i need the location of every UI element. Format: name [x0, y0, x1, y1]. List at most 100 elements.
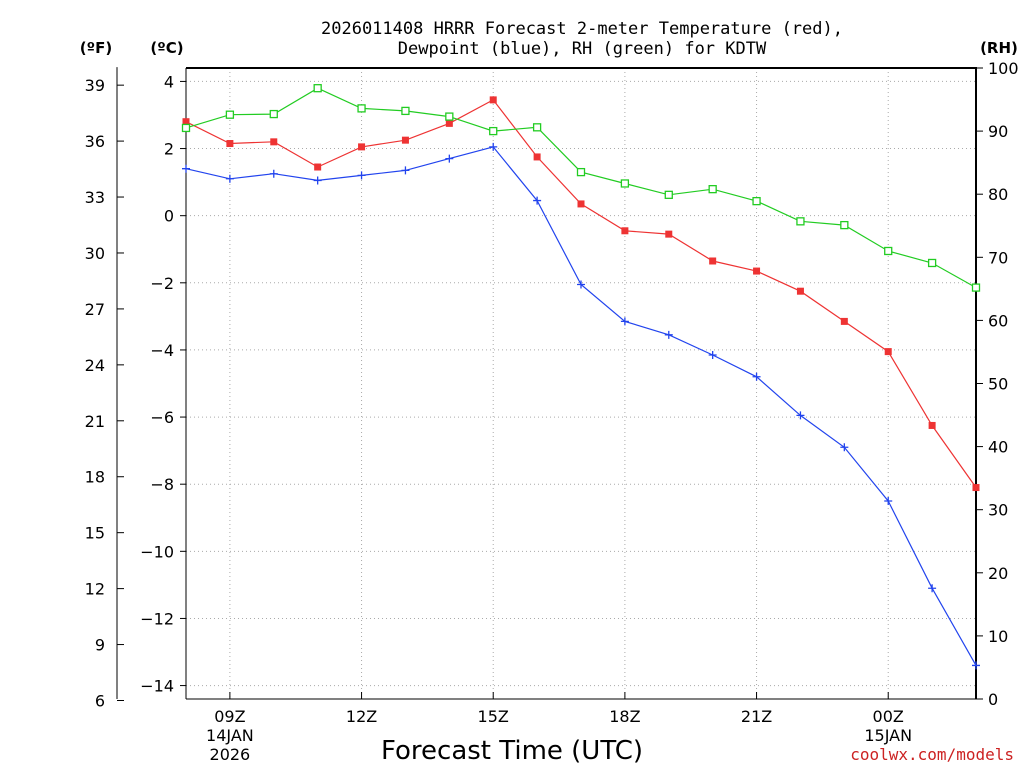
fahrenheit-tick-label: 30 — [85, 244, 105, 263]
data-point — [840, 443, 849, 452]
series-relative-humidity — [181, 84, 981, 292]
data-point — [445, 112, 454, 121]
x-tick-year: 2026 — [210, 745, 251, 764]
rh-tick-label: 40 — [988, 438, 1008, 457]
data-point — [796, 411, 805, 420]
data-point — [664, 190, 673, 199]
data-point — [401, 106, 410, 116]
credit-link[interactable]: coolwx.com/models — [850, 745, 1014, 764]
data-point — [182, 118, 190, 126]
celsius-tick-label: −2 — [150, 274, 174, 293]
series-dewpoint — [182, 142, 980, 670]
data-point — [226, 140, 234, 148]
chart-title-line2: Dewpoint (blue), RH (green) for KDTW — [398, 39, 767, 59]
rh-axis-label: (RH) — [980, 39, 1018, 57]
celsius-tick-label: 0 — [164, 207, 174, 226]
data-point — [181, 123, 191, 133]
rh-tick-label: 20 — [988, 564, 1008, 583]
x-tick-date: 14JAN — [206, 726, 254, 745]
rh-tick-label: 80 — [988, 185, 1008, 204]
data-point — [445, 154, 454, 163]
fahrenheit-tick-label: 21 — [85, 412, 105, 431]
data-point — [708, 350, 717, 359]
data-point — [928, 584, 937, 593]
data-point — [357, 171, 366, 180]
x-tick-label: 00Z — [873, 707, 904, 726]
data-point — [358, 143, 366, 151]
rh-tick-label: 60 — [988, 311, 1008, 330]
fahrenheit-tick-label: 18 — [85, 468, 105, 487]
data-point — [665, 230, 673, 238]
data-point — [884, 246, 893, 256]
data-point — [708, 185, 717, 194]
series-2-meter-temperature — [182, 96, 980, 492]
data-point — [270, 138, 278, 146]
fahrenheit-tick-label: 27 — [85, 300, 105, 319]
celsius-tick-label: 4 — [164, 72, 174, 91]
data-point — [225, 174, 234, 183]
data-point — [971, 283, 981, 292]
data-point — [752, 196, 761, 206]
fahrenheit-tick-label: 12 — [85, 580, 105, 599]
data-point — [752, 372, 761, 381]
data-point — [269, 169, 278, 178]
data-point — [532, 123, 542, 132]
fahrenheit-tick-label: 33 — [85, 188, 105, 207]
data-point — [357, 104, 366, 113]
data-point — [401, 166, 410, 175]
gridlines — [186, 68, 976, 699]
data-point — [796, 217, 805, 226]
data-point — [620, 179, 630, 188]
rh-tick-label: 30 — [988, 501, 1008, 520]
data-point — [840, 220, 849, 230]
data-point — [313, 176, 322, 185]
data-point — [620, 317, 629, 326]
data-point — [753, 267, 761, 275]
x-axis-title: Forecast Time (UTC) — [381, 736, 643, 766]
x-tick-label: 21Z — [741, 707, 772, 726]
data-point — [972, 661, 980, 670]
data-point — [576, 167, 586, 177]
data-point — [489, 96, 497, 104]
axes: 3936333027242118151296420−2−4−6−8−10−12−… — [85, 59, 1019, 764]
data-series — [181, 84, 981, 670]
data-point — [972, 484, 980, 492]
data-point — [796, 287, 804, 295]
x-tick-date: 15JAN — [864, 726, 912, 745]
data-point — [314, 163, 322, 171]
data-point — [489, 126, 498, 136]
chart-title-line1: 2026011408 HRRR Forecast 2-meter Tempera… — [321, 19, 843, 39]
x-tick-label: 15Z — [478, 707, 509, 726]
data-point — [489, 142, 498, 151]
celsius-tick-label: −10 — [140, 542, 174, 561]
rh-tick-label: 90 — [988, 122, 1008, 141]
series-line — [185, 146, 977, 666]
fahrenheit-tick-label: 39 — [85, 76, 105, 95]
celsius-tick-label: −8 — [150, 475, 174, 494]
data-point — [621, 227, 629, 235]
data-point — [533, 196, 542, 205]
rh-tick-label: 0 — [988, 690, 998, 709]
x-tick-label: 12Z — [346, 707, 377, 726]
fahrenheit-axis-label: (ºF) — [80, 39, 112, 57]
fahrenheit-tick-label: 6 — [95, 691, 105, 710]
data-point — [664, 330, 673, 339]
data-point — [884, 496, 893, 505]
celsius-tick-label: −6 — [150, 408, 174, 427]
rh-tick-label: 50 — [988, 375, 1008, 394]
celsius-tick-label: −4 — [150, 341, 174, 360]
data-point — [182, 164, 190, 173]
data-point — [533, 153, 541, 161]
celsius-tick-label: −12 — [140, 609, 174, 628]
rh-tick-label: 10 — [988, 627, 1008, 646]
celsius-tick-label: −14 — [140, 677, 174, 696]
data-point — [269, 109, 278, 119]
plot-frame — [185, 67, 977, 700]
data-point — [225, 110, 235, 119]
data-point — [928, 421, 936, 429]
data-point — [709, 257, 717, 265]
data-point — [577, 280, 585, 289]
data-point — [577, 200, 585, 208]
rh-tick-label: 100 — [988, 59, 1019, 78]
